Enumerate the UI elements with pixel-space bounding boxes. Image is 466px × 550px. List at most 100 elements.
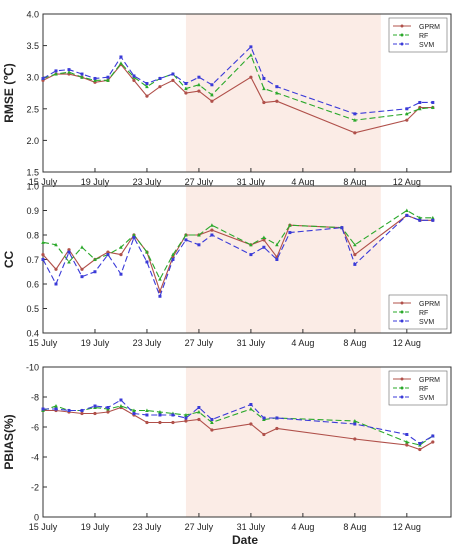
- y-tick-label: 2.0: [26, 136, 39, 146]
- data-point-svm: [249, 403, 253, 406]
- y-tick-label: 1.0: [26, 182, 39, 192]
- legend: GPRM RF SVM: [388, 294, 448, 330]
- data-point-rf: [197, 410, 201, 414]
- data-point-gprm: [431, 440, 435, 444]
- data-point-gprm: [262, 100, 266, 105]
- y-axis-label: PBIAS(%): [2, 414, 16, 469]
- data-point-svm: [431, 434, 435, 438]
- legend-marker: [400, 42, 404, 46]
- data-point-svm: [145, 413, 149, 417]
- data-point-svm: [67, 250, 71, 254]
- y-tick-label: 1.5: [26, 168, 39, 178]
- data-point-svm: [41, 258, 45, 261]
- x-tick-label: 15 July: [29, 338, 58, 348]
- panel-pbias: -10 -8 -6 -4 -2 015 July 19 July 23 July 27 July…: [2, 363, 452, 532]
- data-point-svm: [54, 407, 58, 411]
- data-point-rf: [80, 75, 84, 79]
- data-point-gprm: [418, 447, 422, 452]
- data-point-svm: [145, 260, 149, 264]
- x-tick-label: 19 July: [81, 522, 110, 532]
- data-point-gprm: [171, 420, 175, 425]
- data-point-svm: [184, 416, 188, 420]
- x-tick-label: 12 Aug: [393, 522, 421, 532]
- data-point-svm: [119, 272, 123, 276]
- legend-label-rf: RF: [419, 386, 428, 393]
- data-point-svm: [431, 100, 435, 104]
- x-tick-label: 19 July: [81, 177, 110, 187]
- data-point-svm: [197, 406, 201, 409]
- data-point-rf: [288, 223, 292, 227]
- x-tick-label: 27 July: [185, 338, 214, 348]
- y-tick-label: 3.5: [26, 41, 39, 51]
- data-point-svm: [54, 282, 58, 286]
- data-point-rf: [418, 215, 422, 220]
- data-point-svm: [145, 82, 149, 86]
- data-point-gprm: [210, 228, 214, 232]
- data-point-gprm: [106, 250, 110, 254]
- x-tick-label: 27 July: [185, 177, 214, 187]
- data-point-svm: [158, 76, 162, 80]
- data-point-rf: [210, 420, 214, 424]
- y-tick-label: 0.4: [26, 329, 39, 339]
- plot-frame: [42, 13, 452, 173]
- x-tick-label: 4 Aug: [291, 522, 314, 532]
- data-point-svm: [275, 85, 279, 89]
- y-tick-label: 0.5: [26, 304, 39, 314]
- data-point-svm: [210, 418, 214, 421]
- plot-frame: [42, 366, 452, 518]
- legend-label-rf: RF: [419, 33, 428, 40]
- x-tick-label: 23 July: [133, 177, 162, 187]
- data-point-svm: [132, 412, 136, 415]
- data-point-svm: [197, 243, 201, 247]
- data-point-svm: [93, 270, 97, 274]
- data-point-gprm: [184, 91, 188, 95]
- data-point-gprm: [197, 417, 201, 422]
- y-axis-label: CC: [2, 251, 16, 269]
- data-point-rf: [145, 250, 149, 254]
- data-point-gprm: [353, 437, 357, 441]
- x-tick-label: 23 July: [133, 522, 162, 532]
- data-point-rf: [119, 245, 123, 249]
- data-point-svm: [106, 75, 110, 79]
- data-point-gprm: [93, 411, 97, 416]
- data-point-gprm: [262, 238, 266, 242]
- legend-marker: [400, 33, 404, 37]
- x-tick-label: 4 Aug: [291, 177, 314, 187]
- x-tick-label: 27 July: [185, 522, 214, 532]
- panel-rmse: 1.5 2.0 2.5 3.0 3.5 4.0 15 July 19 July 23 July 2…: [2, 10, 452, 187]
- data-point-rf: [405, 111, 409, 116]
- data-point-svm: [431, 218, 435, 222]
- data-point-svm: [275, 416, 279, 420]
- data-point-svm: [80, 72, 84, 76]
- shaded-period: [185, 367, 381, 517]
- data-point-svm: [353, 112, 357, 116]
- x-tick-label: 15 July: [29, 177, 58, 187]
- data-point-rf: [67, 70, 71, 74]
- shaded-period: [185, 186, 381, 333]
- legend-marker: [400, 301, 404, 305]
- y-tick-label: 0.7: [26, 255, 39, 265]
- data-point-gprm: [67, 248, 71, 252]
- legend-box: [388, 17, 448, 53]
- x-tick-label: 8 Aug: [343, 338, 366, 348]
- data-point-rf: [210, 92, 214, 97]
- x-tick-label: 31 July: [237, 177, 266, 187]
- data-point-rf: [171, 252, 175, 257]
- data-point-svm: [340, 226, 344, 230]
- data-point-gprm: [197, 89, 201, 93]
- data-point-svm: [67, 68, 71, 72]
- data-point-svm: [106, 406, 110, 409]
- data-point-rf: [431, 105, 435, 110]
- y-tick-label: 0.9: [26, 206, 39, 216]
- x-tick-label: 8 Aug: [343, 522, 366, 532]
- legend-label-rf: RF: [419, 310, 428, 317]
- data-point-rf: [54, 242, 58, 247]
- data-point-rf: [431, 215, 435, 220]
- y-tick-label: 3.0: [26, 73, 39, 83]
- data-point-svm: [171, 258, 175, 261]
- y-tick-label: 2.5: [26, 104, 39, 114]
- data-point-rf: [132, 408, 136, 412]
- data-point-rf: [93, 257, 97, 261]
- data-point-rf: [41, 240, 45, 244]
- data-point-svm: [171, 413, 175, 417]
